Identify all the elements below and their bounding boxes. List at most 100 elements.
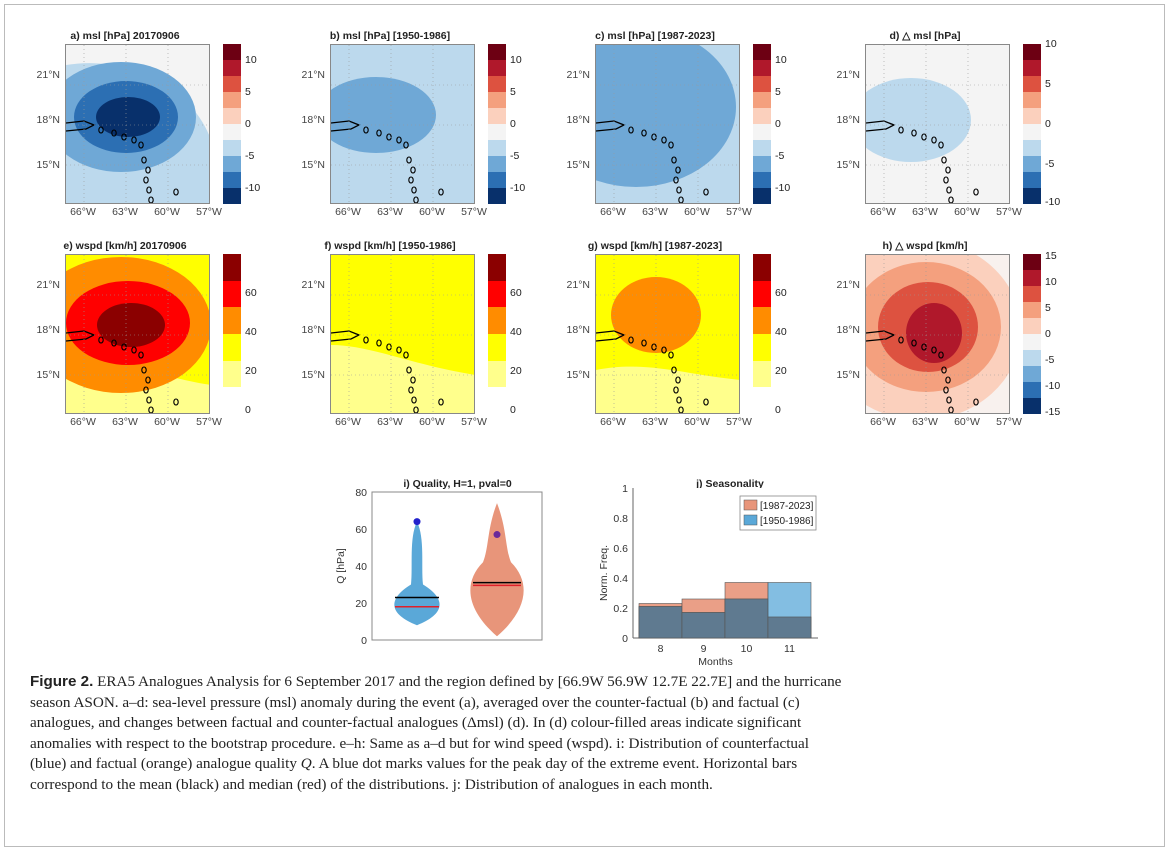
y-tick-label: 0.4 (613, 573, 628, 585)
colorbar-segment (753, 156, 771, 172)
bar-overlap (724, 598, 769, 639)
colorbar-tick: 40 (510, 326, 522, 338)
map-plot (866, 255, 1009, 413)
x-axis-label: Months (698, 656, 732, 668)
panel-b: b) msl [hPa] [1950-1986] 21°N 18°N 15°N 66°W… (285, 30, 526, 230)
lon-label: 60°W (419, 206, 445, 218)
map-plot (331, 45, 474, 203)
lat-label: 15°N (301, 369, 325, 381)
panel-title: a) msl [hPa] 20170906 (70, 30, 180, 42)
lat-label: 21°N (566, 279, 590, 291)
lat-label: 15°N (566, 159, 590, 171)
colorbar-segment (753, 172, 771, 188)
colorbar-tick: 0 (510, 404, 516, 416)
y-axis-label: Norm. Freq. (598, 545, 610, 601)
colorbar-segment (1023, 188, 1041, 204)
colorbar-segment (488, 307, 506, 334)
y-tick-label: 0 (361, 635, 367, 647)
lat-label: 18°N (36, 114, 60, 126)
map-area (65, 254, 210, 414)
lat-label: 21°N (301, 69, 325, 81)
colorbar-segment (753, 140, 771, 156)
colorbar-segment (488, 156, 506, 172)
lon-label: 57°W (996, 416, 1022, 428)
colorbar-segment (753, 333, 771, 361)
x-tick-label: 9 (701, 643, 707, 655)
peak-day-dot (413, 518, 421, 526)
colorbar-tick: 20 (775, 365, 787, 377)
chart-title: i) Quality, H=1, pval=0 (403, 478, 512, 490)
colorbar-segment (753, 188, 771, 204)
x-tick-label: 8 (658, 643, 664, 655)
lon-label: 66°W (335, 416, 361, 428)
colorbar-segment (1023, 44, 1041, 60)
colorbar-segment (1023, 60, 1041, 76)
map-area (65, 44, 210, 204)
panel-f: f) wspd [km/h] [1950-1986] 21°N 18°N 15°N 66… (285, 240, 522, 440)
colorbar-segment (1023, 124, 1041, 140)
lon-label: 57°W (461, 416, 487, 428)
caption-line: correspond to the mean (black) and media… (30, 775, 713, 793)
colorbar-segment (223, 360, 241, 388)
colorbar-segment (488, 254, 506, 281)
colorbar-segment (488, 76, 506, 92)
caption-line: analogues, and changes between factual a… (30, 714, 802, 731)
colorbar-tick: 5 (245, 86, 251, 98)
lon-label: 57°W (726, 416, 752, 428)
x-tick-label: 10 (741, 643, 753, 655)
lon-label: 66°W (70, 206, 96, 218)
map-plot (66, 255, 209, 413)
panel-e: e) wspd [km/h] 20170906 21°N 18°N 15°N 66°W 6… (20, 240, 257, 440)
colorbar-tick: -10 (1045, 196, 1061, 208)
colorbar-segment (223, 108, 241, 124)
map-area (865, 254, 1010, 414)
lon-label: 57°W (996, 206, 1022, 218)
colorbar-tick: 0 (775, 404, 781, 416)
caption-q: Q (300, 755, 312, 772)
colorbar-tick: -10 (245, 182, 261, 194)
lat-label: 21°N (36, 69, 60, 81)
colorbar-segment (753, 108, 771, 124)
colorbar-segment (753, 280, 771, 308)
y-tick-label: 0.8 (613, 513, 628, 525)
peak-day-dot (493, 531, 501, 539)
colorbar-tick: -5 (1045, 158, 1055, 170)
panel-d: d) △ msl [hPa] 21°N 18°N 15°N 66°W 63°W 60°W 57… (820, 30, 1061, 230)
lon-label: 63°W (112, 416, 138, 428)
colorbar-segment (1023, 156, 1041, 172)
lon-label: 63°W (912, 416, 938, 428)
caption-line: season ASON. a–d: sea-level pressure (ms… (30, 693, 800, 711)
lat-label: 18°N (566, 324, 590, 336)
colorbar-segment (753, 60, 771, 76)
lon-label: 63°W (377, 416, 403, 428)
colorbar-tick: 0 (775, 118, 781, 130)
legend: [1987-2023] [1950-1986] (739, 495, 817, 531)
lat-label: 18°N (301, 324, 325, 336)
y-tick-label: 80 (355, 487, 367, 499)
lon-label: 66°W (335, 206, 361, 218)
bar-chart: 0 0.2 0.4 0.6 0.8 1 Norm. Freq. 8 9 10 11 Months [19… (598, 483, 818, 668)
lat-label: 15°N (301, 159, 325, 171)
colorbar-tick: 5 (1045, 302, 1051, 314)
violin-factual (470, 503, 524, 637)
chart-title: j) Seasonality (696, 478, 764, 490)
lat-label: 15°N (36, 159, 60, 171)
caption-line: anomalies with respect to the bootstrap … (30, 734, 809, 752)
colorbar-tick: 0 (1045, 328, 1051, 340)
lon-label: 60°W (684, 416, 710, 428)
figure-caption: Figure 2. ERA5 Analogues Analysis for 6 … (30, 672, 1140, 795)
caption-line: . A blue dot marks values for the peak d… (311, 755, 798, 772)
colorbar-tick: 15 (1045, 250, 1057, 262)
colorbar-tick: 0 (510, 118, 516, 130)
panel-title: h) △ wspd [km/h] (882, 240, 968, 252)
colorbar-segment (223, 188, 241, 204)
colorbar-segment (223, 280, 241, 308)
colorbar (488, 254, 506, 414)
caption-line: (blue) and factual (orange) analogue qua… (30, 755, 301, 772)
map-area (330, 44, 475, 204)
colorbar-tick: 10 (245, 54, 257, 66)
colorbar-segment (223, 307, 241, 334)
colorbar-tick: 5 (510, 86, 516, 98)
colorbar-segment (488, 333, 506, 361)
colorbar-segment (1023, 318, 1041, 334)
